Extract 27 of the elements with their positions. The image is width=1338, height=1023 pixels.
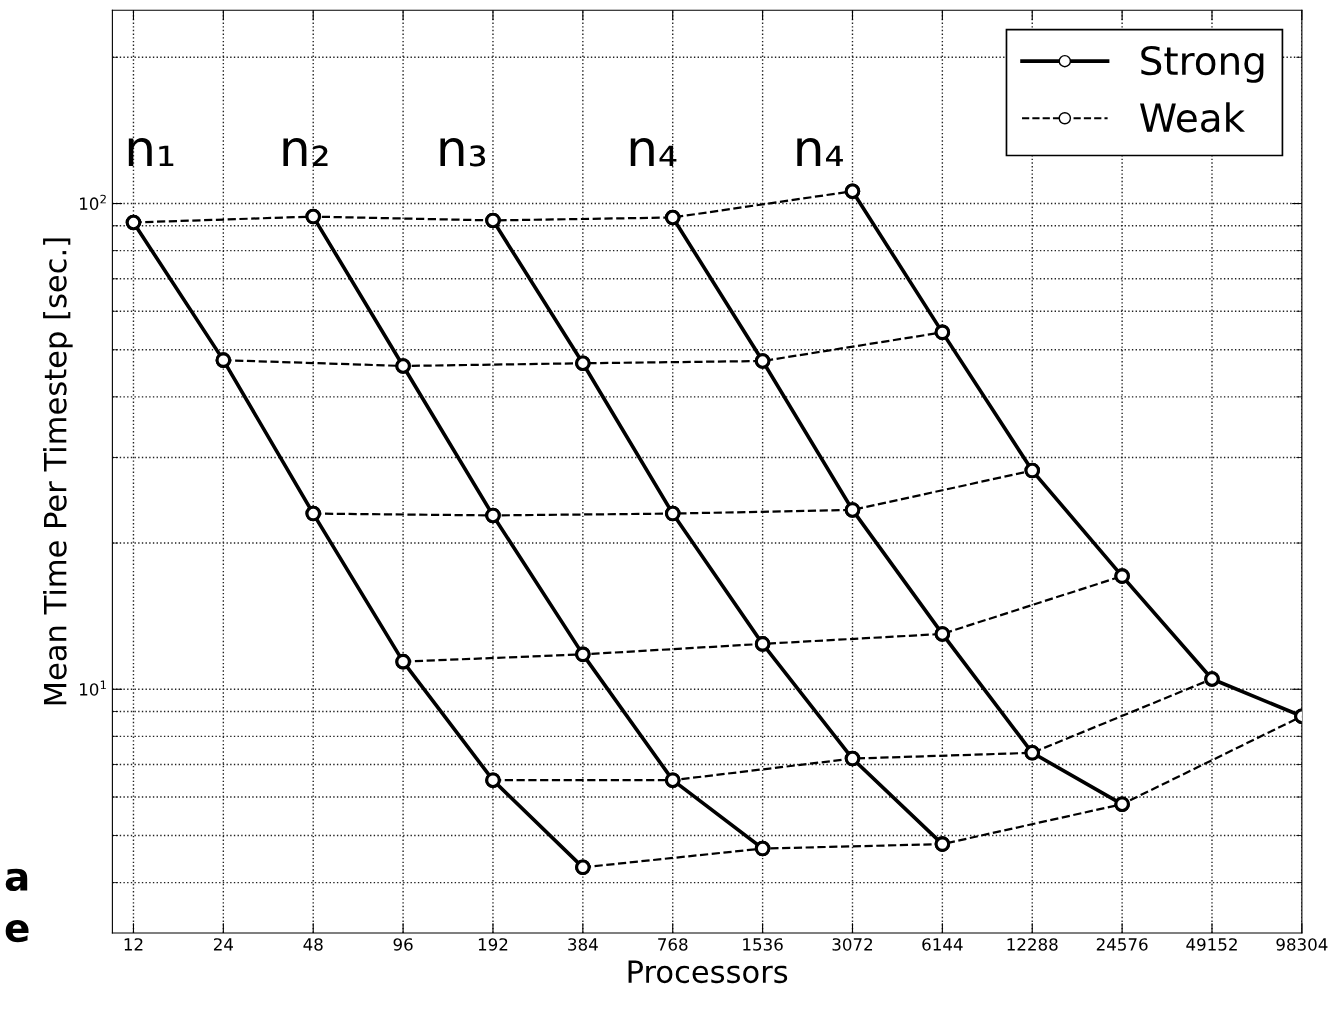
y-tick-label: 10$^{1}$ [80,680,106,696]
x-tick-label: 3072 [832,938,873,951]
legend-label: Weak [1139,102,1246,133]
x-tick-label: 768 [658,938,688,951]
x-tick-label: 49152 [1186,938,1237,951]
legend-label: Strong [1141,45,1264,83]
text: a [5,868,28,892]
annotation: n₂ [283,137,328,167]
y-tick-label: 10$^{2}$ [80,194,106,210]
annotation: n₄ [630,137,677,167]
x-tick-label: 98304 [1276,938,1328,951]
x-tick-label: 48 [303,938,323,951]
x-tick-label: 6144 [922,938,963,951]
annotation: n₁ [128,137,174,167]
y-axis-title: Mean Time Per Timestep [sec.] [43,238,73,705]
annotation: n₄ [797,137,843,167]
x-axis-title: Processors [628,960,788,984]
x-tick-label: 96 [393,938,413,951]
text: e [5,919,29,943]
x-tick-label: 12288 [1007,938,1058,951]
x-tick-label: 1536 [743,938,783,951]
x-tick-label: 12 [124,938,143,951]
x-tick-label: 24576 [1096,938,1148,951]
x-tick-label: 384 [568,938,598,951]
annotation: n₃ [440,137,486,167]
x-tick-label: 24 [213,938,234,951]
x-tick-label: 192 [478,938,508,951]
